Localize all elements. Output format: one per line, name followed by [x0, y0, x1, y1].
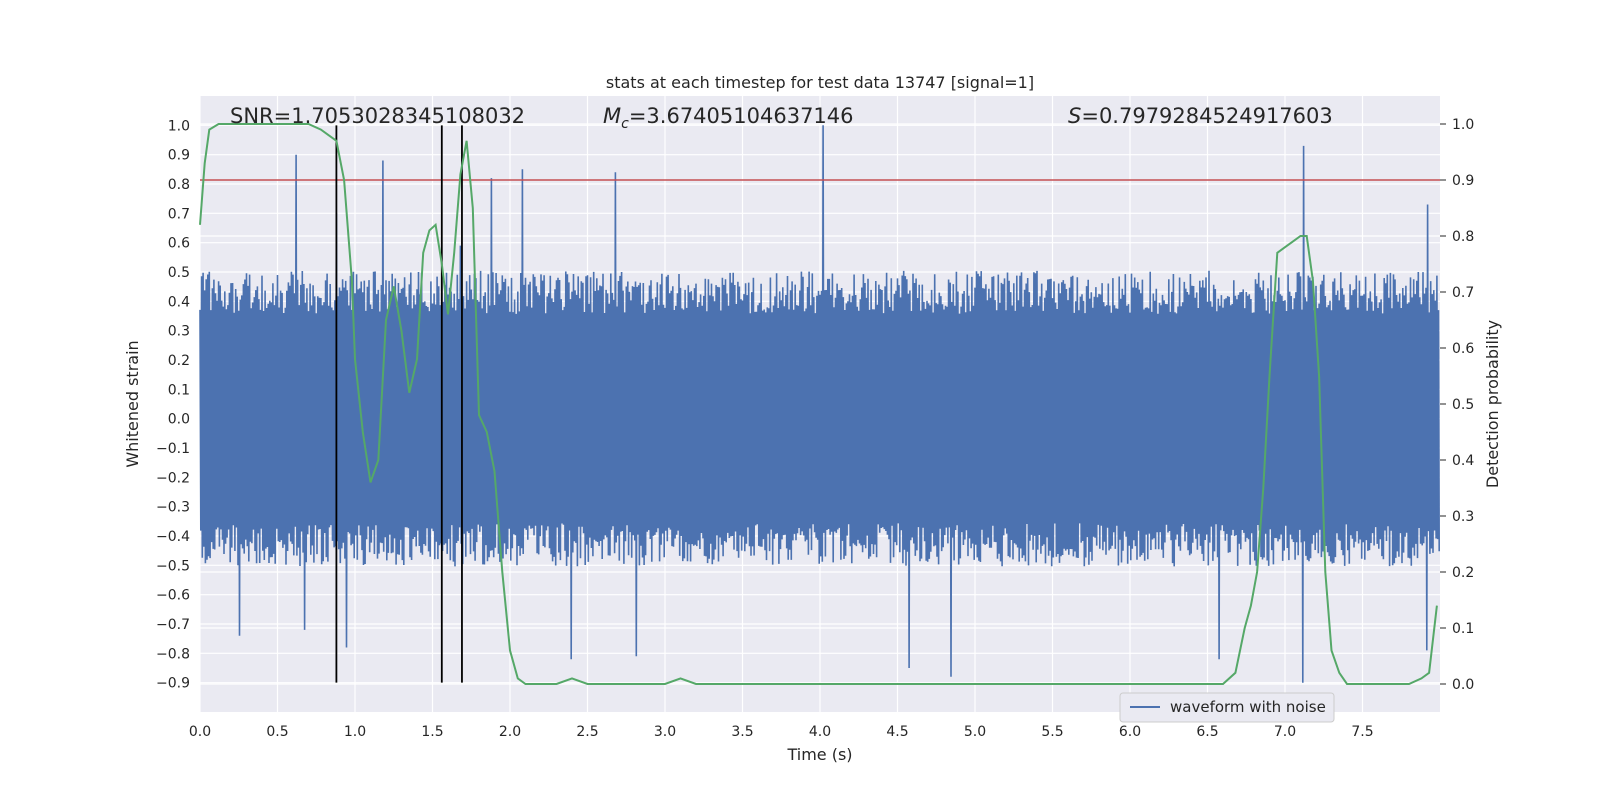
y-tick-label: −0.8 [156, 646, 190, 662]
x-tick-label: 0.0 [189, 724, 211, 740]
legend-waveform-label: waveform with noise [1170, 698, 1326, 716]
x-tick-label: 4.5 [886, 724, 908, 740]
y-tick-label: 0.1 [168, 382, 190, 398]
chart-title: stats at each timestep for test data 137… [606, 73, 1034, 92]
y-right-tick-label: 0.5 [1452, 397, 1474, 413]
x-tick-label: 1.5 [421, 724, 443, 740]
waveform-series-line [199, 125, 1440, 683]
y-tick-label: 0.6 [168, 236, 190, 252]
y-right-tick-label: 0.1 [1452, 621, 1474, 637]
mc-subscript: c [621, 116, 629, 132]
y-tick-label: −0.6 [156, 588, 190, 604]
y-right-tick-label: 0.6 [1452, 341, 1474, 357]
legend: waveform with noise [1119, 692, 1335, 723]
x-tick-label: 4.0 [809, 724, 831, 740]
s-symbol: S [1068, 104, 1081, 128]
y-axis-label: Whitened strain [123, 340, 142, 467]
s-annotation: S=0.7979284524917603 [1068, 104, 1333, 128]
x-tick-label: 6.0 [1119, 724, 1141, 740]
y-tick-label: 1.0 [168, 118, 190, 134]
mc-symbol: M [603, 104, 621, 128]
x-tick-label: 2.5 [576, 724, 598, 740]
x-tick-label: 6.5 [1196, 724, 1218, 740]
y-tick-label: 0.4 [168, 294, 190, 310]
y-tick-label: 0.2 [168, 353, 190, 369]
x-tick-label: 0.5 [266, 724, 288, 740]
mc-annotation: Mc=3.67405104637146 [603, 104, 854, 132]
x-tick-label: 5.0 [964, 724, 986, 740]
mc-value: =3.67405104637146 [629, 104, 854, 128]
y-tick-label: 0.5 [168, 265, 190, 281]
y-tick-label: 0.8 [168, 177, 190, 193]
y-tick-label: 0.7 [168, 206, 190, 222]
s-value: =0.7979284524917603 [1081, 104, 1332, 128]
waveform-layer [199, 125, 1440, 683]
x-tick-label: 7.0 [1274, 724, 1296, 740]
detection-probability-line [199, 123, 1438, 685]
y-right-tick-label: 0.0 [1452, 677, 1474, 693]
x-tick-label: 7.5 [1351, 724, 1373, 740]
x-tick-label: 2.0 [499, 724, 521, 740]
y-right-tick-label: 0.2 [1452, 565, 1474, 581]
y-right-tick-label: 0.4 [1452, 453, 1474, 469]
y-right-tick-label: 0.7 [1452, 285, 1474, 301]
y-tick-label: −0.5 [156, 558, 190, 574]
y-right-tick-label: 0.3 [1452, 509, 1474, 525]
legend-box [1119, 692, 1335, 723]
y-right-axis-label: Detection probability [1483, 320, 1502, 488]
vertical-markers-layer [335, 125, 463, 683]
y-tick-label: −0.1 [156, 441, 190, 457]
ticks-layer: 0.0 0.5 1.0 1.5 2.0 2.5 3.0 3.5 4.0 4.5 5.0 5.5 6.0 6… [156, 117, 1474, 740]
y-right-tick-label: 1.0 [1452, 117, 1474, 133]
y-tick-label: −0.2 [156, 470, 190, 486]
y-tick-label: −0.9 [156, 676, 190, 692]
y-tick-label: −0.3 [156, 500, 190, 516]
probability-layer [199, 123, 1438, 685]
x-tick-label: 3.0 [654, 724, 676, 740]
y-tick-label: 0.0 [168, 412, 190, 428]
x-axis-label: Time (s) [786, 745, 852, 764]
y-tick-label: −0.7 [156, 617, 190, 633]
snr-annotation: SNR=1.7053028345108032 [230, 104, 525, 128]
y-tick-label: 0.9 [168, 148, 190, 164]
x-tick-label: 3.5 [731, 724, 753, 740]
x-tick-label: 1.0 [344, 724, 366, 740]
y-tick-label: −0.4 [156, 529, 190, 545]
y-tick-label: 0.3 [168, 324, 190, 340]
y-right-tick-label: 0.9 [1452, 173, 1474, 189]
x-tick-label: 5.5 [1041, 724, 1063, 740]
y-right-tick-label: 0.8 [1452, 229, 1474, 245]
